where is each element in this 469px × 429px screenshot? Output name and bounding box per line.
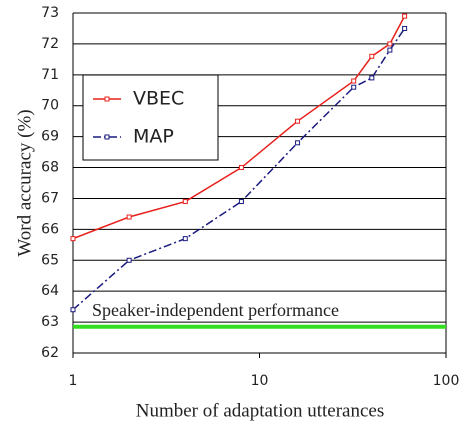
x-axis-label: Number of adaptation utterances <box>136 400 384 421</box>
marker <box>351 78 357 84</box>
marker <box>238 199 244 205</box>
y-tick-label: 70 <box>41 98 59 114</box>
marker <box>402 25 408 31</box>
marker <box>238 165 244 171</box>
marker <box>295 118 301 124</box>
legend-label: VBEC <box>133 88 184 110</box>
y-tick-label: 63 <box>41 314 59 330</box>
marker <box>351 84 357 90</box>
reference-label: Speaker-independent performance <box>92 300 339 320</box>
y-tick-label: 69 <box>41 129 59 145</box>
y-tick-label: 64 <box>41 283 59 299</box>
marker <box>369 75 375 81</box>
y-tick-label: 65 <box>41 252 59 268</box>
y-tick-label: 73 <box>41 5 59 21</box>
x-tick-label: 10 <box>251 373 269 389</box>
marker <box>387 47 393 53</box>
y-tick-label: 72 <box>41 36 59 52</box>
y-tick-label: 62 <box>41 345 59 361</box>
y-tick-label: 66 <box>41 221 59 237</box>
marker <box>70 236 76 242</box>
marker <box>70 307 76 313</box>
legend-label: MAP <box>133 126 174 148</box>
y-axis-label: Word accuracy (%) <box>14 109 35 256</box>
x-tick-label: 1 <box>69 373 78 389</box>
marker <box>182 199 188 205</box>
legend-marker <box>104 96 110 102</box>
marker <box>126 257 132 263</box>
y-tick-label: 71 <box>41 67 59 83</box>
marker <box>182 236 188 242</box>
y-tick-label: 67 <box>41 190 59 206</box>
marker <box>387 41 393 47</box>
marker <box>126 214 132 220</box>
y-tick-label: 68 <box>41 160 59 176</box>
marker <box>402 13 408 19</box>
marker <box>369 53 375 59</box>
marker <box>295 140 301 146</box>
legend-box <box>82 74 219 161</box>
x-tick-label: 100 <box>433 373 460 389</box>
legend-marker <box>104 134 110 140</box>
